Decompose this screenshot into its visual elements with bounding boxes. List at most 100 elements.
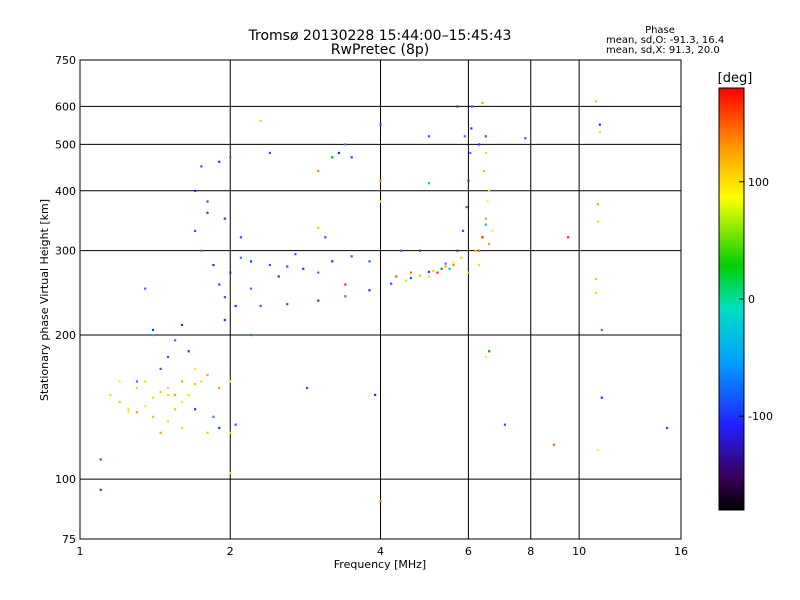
- data-point: [427, 182, 431, 185]
- data-point: [474, 249, 477, 252]
- data-point: [144, 380, 147, 383]
- data-point: [452, 261, 455, 264]
- y-tick-label: 100: [55, 473, 76, 486]
- data-point: [173, 408, 177, 411]
- data-point: [194, 189, 197, 192]
- data-point: [344, 143, 347, 146]
- data-point: [470, 127, 473, 130]
- x-tick-label: 16: [674, 545, 688, 558]
- data-point: [427, 275, 431, 278]
- data-point: [159, 367, 162, 370]
- x-tick-label: 10: [572, 545, 586, 558]
- data-point: [151, 333, 155, 337]
- data-point: [194, 229, 197, 232]
- data-point: [379, 200, 382, 203]
- data-point: [350, 255, 353, 258]
- data-point: [180, 400, 184, 404]
- data-point: [212, 263, 215, 267]
- x-tick-label: 4: [377, 545, 384, 558]
- chart-subtitle: RwPretec (8p): [331, 42, 429, 58]
- data-point: [166, 386, 170, 390]
- data-point: [379, 123, 382, 126]
- data-point: [368, 260, 371, 263]
- data-point: [488, 189, 491, 192]
- data-point: [432, 269, 435, 273]
- colorbar-tick-label: 0: [748, 293, 755, 306]
- data-point: [151, 415, 155, 418]
- data-point: [223, 217, 226, 220]
- data-point: [286, 265, 289, 268]
- data-point: [461, 229, 465, 232]
- data-point: [465, 205, 468, 209]
- data-point: [481, 236, 484, 239]
- data-point: [268, 263, 271, 267]
- data-point: [218, 283, 221, 286]
- data-point: [229, 156, 232, 159]
- data-point: [135, 386, 139, 390]
- y-tick-label: 600: [55, 100, 76, 113]
- data-point: [218, 426, 221, 430]
- y-tick-label: 500: [55, 138, 76, 151]
- data-point: [317, 226, 320, 229]
- data-point: [467, 271, 470, 274]
- data-point: [481, 101, 484, 105]
- data-point: [239, 256, 243, 259]
- grid-lines: [80, 60, 681, 539]
- data-point: [469, 151, 472, 155]
- y-axis-ticks: 75 100 200 300 400 500 600 750: [55, 54, 76, 546]
- data-point: [594, 277, 598, 280]
- data-point: [127, 408, 130, 411]
- data-point: [344, 283, 347, 286]
- data-point: [223, 318, 226, 322]
- data-point: [400, 249, 403, 252]
- data-point: [229, 472, 232, 475]
- chart-title: Tromsø 20130228 15:44:00–15:45:43: [248, 28, 512, 44]
- data-point: [99, 488, 102, 492]
- x-tick-label: 6: [465, 545, 472, 558]
- data-point: [135, 411, 139, 414]
- colorbar-label: [deg]: [718, 71, 753, 86]
- data-point: [218, 160, 221, 163]
- data-point: [419, 274, 422, 277]
- data-point: [317, 299, 320, 302]
- data-point: [268, 151, 271, 155]
- x-tick-label: 8: [527, 545, 534, 558]
- data-point: [259, 304, 262, 308]
- data-point: [239, 236, 243, 239]
- data-point: [600, 396, 603, 399]
- data-point: [180, 380, 184, 383]
- data-point: [488, 242, 491, 245]
- data-point: [109, 393, 112, 397]
- data-point: [306, 386, 309, 390]
- data-point: [159, 431, 162, 434]
- data-point: [440, 267, 443, 270]
- data-point: [234, 423, 237, 426]
- y-tick-label: 750: [55, 54, 76, 67]
- data-point: [350, 156, 353, 159]
- x-tick-label: 2: [227, 545, 234, 558]
- data-point: [249, 260, 253, 263]
- data-point: [277, 275, 280, 278]
- data-point: [427, 135, 431, 138]
- data-point: [379, 500, 382, 503]
- data-point: [344, 295, 347, 298]
- data-point: [503, 423, 507, 426]
- phase-box-line2: mean, sd,X: 91.3, 20.0: [606, 45, 720, 56]
- data-point: [436, 271, 439, 274]
- data-point: [477, 249, 481, 252]
- data-point: [187, 393, 190, 397]
- data-point: [567, 236, 570, 239]
- x-tick-label: 1: [77, 545, 84, 558]
- y-tick-label: 200: [55, 329, 76, 342]
- data-point: [151, 396, 155, 399]
- data-point: [151, 328, 155, 332]
- y-tick-label: 300: [55, 245, 76, 258]
- data-point: [206, 200, 209, 203]
- data-point: [206, 431, 209, 434]
- colorbar-tick-label: 100: [748, 176, 769, 189]
- data-point: [486, 200, 489, 203]
- data-point: [666, 426, 669, 430]
- data-point: [194, 408, 197, 411]
- data-point: [368, 289, 371, 292]
